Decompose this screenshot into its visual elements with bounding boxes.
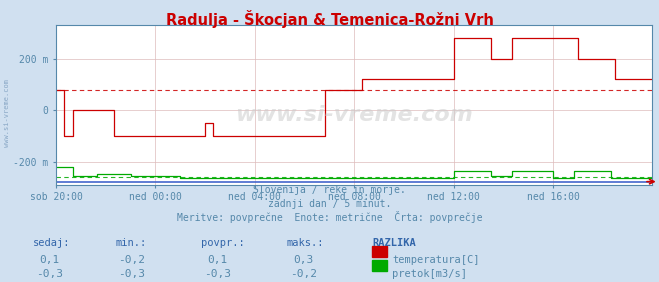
Text: 0,1: 0,1	[40, 255, 59, 265]
Text: -0,2: -0,2	[290, 269, 316, 279]
Text: RAZLIKA: RAZLIKA	[372, 238, 416, 248]
Text: 0,1: 0,1	[208, 255, 227, 265]
Text: -0,3: -0,3	[204, 269, 231, 279]
Text: temperatura[C]: temperatura[C]	[392, 255, 480, 265]
Text: www.si-vreme.com: www.si-vreme.com	[235, 105, 473, 125]
Text: min.:: min.:	[115, 238, 146, 248]
Text: 0,3: 0,3	[293, 255, 313, 265]
Text: -0,3: -0,3	[119, 269, 145, 279]
Text: sedaj:: sedaj:	[33, 238, 71, 248]
Text: zadnji dan / 5 minut.: zadnji dan / 5 minut.	[268, 199, 391, 209]
Text: Radulja - Škocjan & Temenica-Rožni Vrh: Radulja - Škocjan & Temenica-Rožni Vrh	[165, 10, 494, 28]
Text: -0,3: -0,3	[36, 269, 63, 279]
Text: -0,2: -0,2	[119, 255, 145, 265]
Text: maks.:: maks.:	[287, 238, 324, 248]
Text: Meritve: povprečne  Enote: metrične  Črta: povprečje: Meritve: povprečne Enote: metrične Črta:…	[177, 212, 482, 223]
Text: povpr.:: povpr.:	[201, 238, 244, 248]
Text: pretok[m3/s]: pretok[m3/s]	[392, 269, 467, 279]
Text: Slovenija / reke in morje.: Slovenija / reke in morje.	[253, 185, 406, 195]
Text: www.si-vreme.com: www.si-vreme.com	[3, 79, 10, 147]
